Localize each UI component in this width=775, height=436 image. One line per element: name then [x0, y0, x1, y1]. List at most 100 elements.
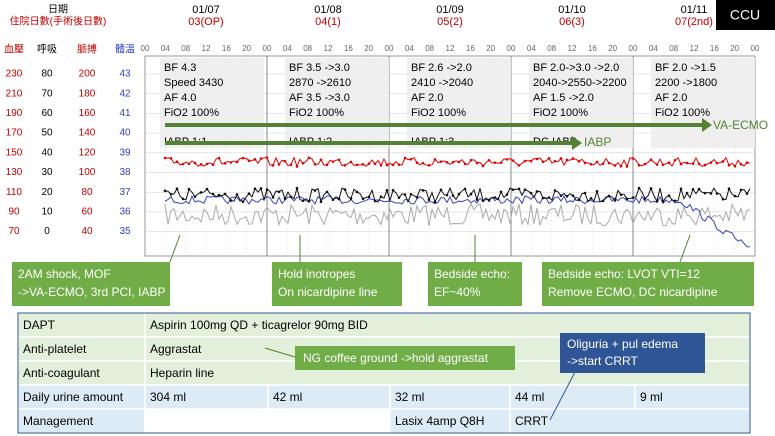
event-text: EF~40% [434, 285, 481, 299]
bp-trace-dot [349, 160, 353, 164]
bp-trace-dot [547, 157, 551, 160]
ng-box [295, 346, 515, 370]
hr-trace-dot [193, 195, 197, 198]
bp-trace-dot [277, 163, 281, 166]
hr-trace-dot [409, 192, 413, 196]
gray-trace [164, 203, 751, 227]
date: 01/11 [681, 4, 708, 16]
scale-header: 脈搏 [77, 43, 97, 56]
management-cell [144, 408, 391, 434]
scale-value: 43 [119, 69, 131, 80]
bp-trace-dot [229, 161, 233, 164]
scale-value: 80 [81, 187, 93, 198]
settings-box [285, 58, 389, 148]
hr-trace-dot [229, 199, 233, 202]
scale-value: 0 [44, 226, 50, 237]
event-text: ->VA-ECMO, 3rd PCI, IABP [18, 285, 165, 299]
scale-value: 80 [41, 69, 53, 80]
settings-box [529, 58, 633, 148]
hr-trace-dot [619, 193, 623, 197]
hr-trace-dot [583, 191, 587, 195]
hour: 12 [690, 44, 699, 53]
bp-trace-dot [565, 158, 569, 162]
bp-trace-dot [421, 161, 425, 165]
scale-value: 170 [6, 128, 23, 139]
hr-trace-dot [301, 199, 305, 203]
bp-trace-dot [265, 156, 269, 159]
scale-value: 30 [41, 167, 53, 178]
hr-trace-dot [529, 191, 533, 195]
setting: AF 3.5 ->3.0 [289, 92, 350, 104]
scale-value: 35 [119, 226, 131, 237]
bp-trace-dot [235, 160, 239, 164]
bp-trace-dot [217, 156, 221, 160]
setting: AF 2.0 [655, 92, 687, 104]
bp-trace-dot [727, 163, 731, 167]
setting: Speed 3430 [164, 77, 223, 89]
oliguria-text: Oliguria + pul edema [567, 337, 678, 351]
hr-trace-dot [493, 196, 497, 199]
scale-value: 160 [79, 108, 96, 119]
scale-value: 150 [6, 147, 23, 158]
bp-trace-dot [361, 163, 365, 166]
date-label: 日期 [48, 4, 68, 16]
callout-pointer [169, 234, 181, 263]
event-box [12, 262, 170, 306]
bp-trace-dot [517, 164, 521, 167]
urine-value-cell [144, 384, 269, 410]
hr-trace-dot [295, 186, 299, 190]
event-text: 2AM shock, MOF [18, 267, 111, 281]
bp-trace-dot [205, 162, 209, 166]
hr-trace-dot [709, 192, 713, 195]
bp-trace-dot [553, 159, 557, 163]
oliguria-text: ->start CRRT [567, 354, 638, 368]
scale-value: 140 [79, 128, 96, 139]
scale-value: 210 [6, 88, 23, 99]
bp-trace-dot [535, 157, 539, 161]
row-label-cell [17, 384, 146, 410]
hour: 00 [263, 44, 272, 53]
bp-trace-dot [661, 163, 665, 167]
hr-trace-dot [565, 194, 569, 198]
hr-trace-dot [631, 196, 635, 199]
bp-trace-dot [739, 162, 743, 166]
hour: 12 [324, 44, 333, 53]
hour: 20 [364, 44, 373, 53]
bp-trace-dot [499, 161, 503, 164]
bp-trace-dot [745, 161, 749, 164]
urine-value: 32 ml [395, 390, 424, 404]
bp-trace-dot [343, 164, 347, 167]
hr-trace-dot [361, 197, 365, 201]
scale-value: 200 [79, 69, 96, 80]
settings-box [407, 58, 511, 148]
bp-trace-dot [637, 163, 641, 167]
setting: 2410 ->2040 [411, 77, 473, 89]
bp-trace-dot [439, 160, 443, 163]
hospital-day: 03(OP) [188, 16, 223, 28]
hr-trace-dot [505, 193, 509, 196]
hr-trace-dot [367, 195, 371, 199]
hour: 00 [141, 44, 150, 53]
bp-trace-dot [355, 163, 359, 167]
setting: BF 3.5 ->3.0 [289, 62, 350, 74]
ng-text: NG coffee ground ->hold aggrastat [303, 351, 489, 365]
hr-trace-dot [535, 190, 539, 193]
bp-trace-dot [385, 163, 389, 167]
ng-pointer [264, 347, 296, 358]
hr-trace-dot [343, 188, 347, 191]
hour: 16 [344, 44, 353, 53]
hr-trace-dot [187, 187, 191, 191]
urine-value: 304 ml [150, 390, 186, 404]
bp-trace [164, 156, 751, 168]
bp-trace-dot [643, 162, 647, 166]
hr-trace-dot [655, 199, 659, 203]
hr-trace-dot [475, 198, 479, 201]
settings-box [651, 58, 755, 148]
scale-value: 40 [119, 128, 131, 139]
hr-trace-dot [589, 197, 593, 200]
hour: 16 [466, 44, 475, 53]
setting: BF 2.0->3.0 ->2.0 [533, 62, 619, 74]
hour: 00 [385, 44, 394, 53]
bp-trace-dot [241, 156, 245, 160]
hour: 04 [649, 44, 658, 53]
